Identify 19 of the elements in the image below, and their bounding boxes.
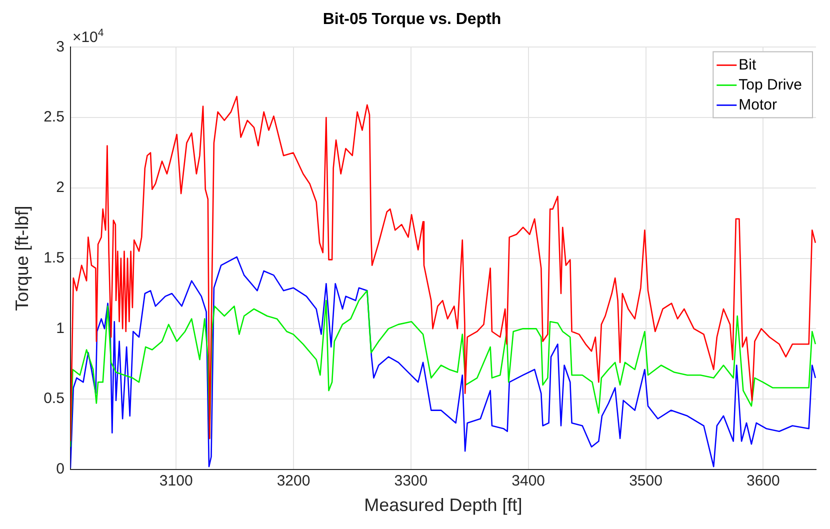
x-tick-label: 3400 bbox=[512, 472, 546, 490]
y-tick-label: 2 bbox=[56, 179, 64, 196]
x-axis-title: Measured Depth [ft] bbox=[364, 495, 522, 516]
y-axis-title: Torque [ft-lbf] bbox=[12, 206, 32, 311]
x-tick-label: 3300 bbox=[394, 472, 428, 490]
y-tick-label: 1 bbox=[56, 320, 64, 337]
x-tick-label: 3100 bbox=[159, 472, 193, 490]
y-tick-label: 0.5 bbox=[44, 390, 64, 408]
x-tick-label: 3600 bbox=[746, 472, 780, 490]
y-tick-label: 2.5 bbox=[44, 108, 64, 126]
x-tick-label: 3500 bbox=[629, 472, 662, 490]
legend-label: Top Drive bbox=[738, 76, 802, 94]
chart-title: Bit-05 Torque vs. Depth bbox=[322, 11, 502, 28]
y-tick-label: 1.5 bbox=[44, 249, 64, 266]
y-tick-label: 3 bbox=[56, 38, 64, 56]
x-tick-label: 3200 bbox=[276, 472, 310, 490]
y-tick-label: 0 bbox=[56, 460, 64, 478]
legend-label: Motor bbox=[738, 96, 777, 114]
legend-label: Bit bbox=[738, 56, 757, 74]
